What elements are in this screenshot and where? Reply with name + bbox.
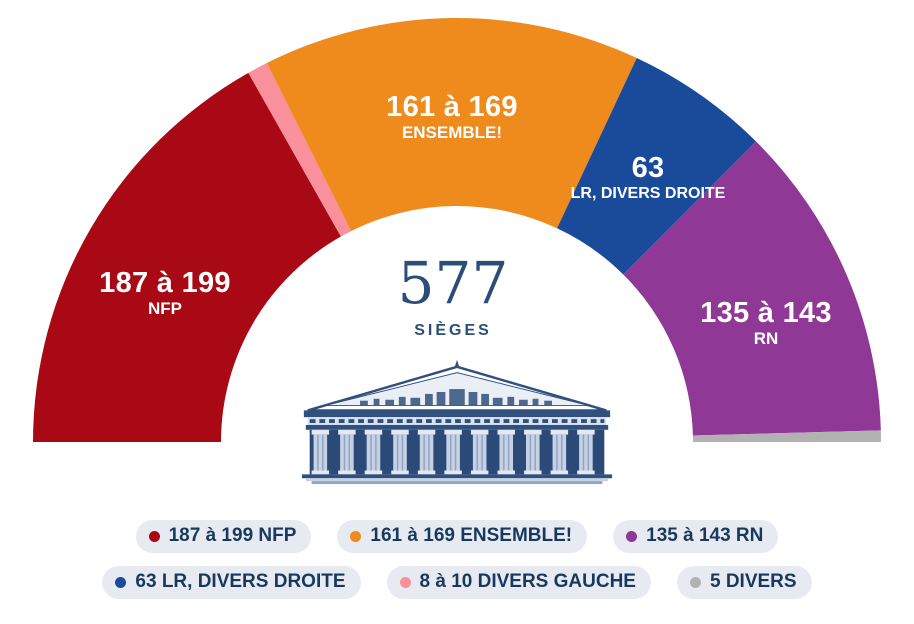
legend-dot-icon: [148, 530, 160, 542]
column: [311, 429, 330, 475]
colonnade: [311, 429, 595, 475]
legend-item-ensemble[interactable]: 161 à 169 ENSEMBLE!: [337, 520, 588, 553]
slice-rn[interactable]: [623, 141, 881, 436]
column: [524, 429, 542, 475]
legend-dot-icon: [115, 576, 127, 588]
legend-row-1: 187 à 199 NFP 161 à 169 ENSEMBLE! 135 à …: [135, 520, 779, 553]
slice-divers-gauche[interactable]: [248, 63, 352, 237]
legend-item-label: 8 à 10 DIVERS GAUCHE: [419, 571, 636, 592]
legend-item-lr-divers-droite[interactable]: 63 LR, DIVERS DROITE: [102, 566, 361, 599]
legend-dot-icon: [350, 530, 362, 542]
column: [417, 429, 436, 475]
legend-item-divers-gauche[interactable]: 8 à 10 DIVERS GAUCHE: [386, 566, 651, 599]
hemicycle-slices: [33, 18, 881, 442]
legend-item-nfp[interactable]: 187 à 199 NFP: [135, 520, 312, 553]
column: [497, 429, 515, 475]
column: [577, 429, 595, 475]
total-seats-unit: SIÈGES: [414, 322, 492, 339]
legend-item-label: 135 à 143 RN: [646, 525, 764, 546]
column: [444, 429, 462, 475]
slice-divers[interactable]: [692, 430, 881, 442]
total-seats: 577 SIÈGES: [398, 254, 509, 340]
assemblee-nationale-illustration: [301, 360, 613, 485]
total-seats-number: 577: [397, 249, 509, 317]
slice-ensemble[interactable]: [266, 18, 637, 232]
column: [550, 429, 569, 475]
legend: 187 à 199 NFP 161 à 169 ENSEMBLE! 135 à …: [0, 520, 914, 599]
column: [470, 429, 489, 475]
slice-nfp[interactable]: [33, 72, 341, 442]
slice-lr-divers-droite[interactable]: [557, 58, 756, 275]
column: [391, 429, 409, 475]
column: [364, 429, 383, 475]
legend-item-label: 5 DIVERS: [709, 571, 797, 592]
legend-item-label: 161 à 169 ENSEMBLE!: [370, 525, 573, 546]
tympanum-relief: [360, 389, 552, 406]
legend-dot-icon: [399, 576, 411, 588]
legend-dot-icon: [689, 576, 701, 588]
column: [338, 429, 356, 475]
legend-item-label: 187 à 199 NFP: [168, 525, 297, 546]
legend-row-2: 63 LR, DIVERS DROITE 8 à 10 DIVERS GAUCH…: [102, 566, 812, 599]
legend-dot-icon: [626, 530, 638, 542]
legend-item-divers[interactable]: 5 DIVERS: [676, 566, 812, 599]
legend-item-rn[interactable]: 135 à 143 RN: [613, 520, 779, 553]
legend-item-label: 63 LR, DIVERS DROITE: [135, 571, 346, 592]
